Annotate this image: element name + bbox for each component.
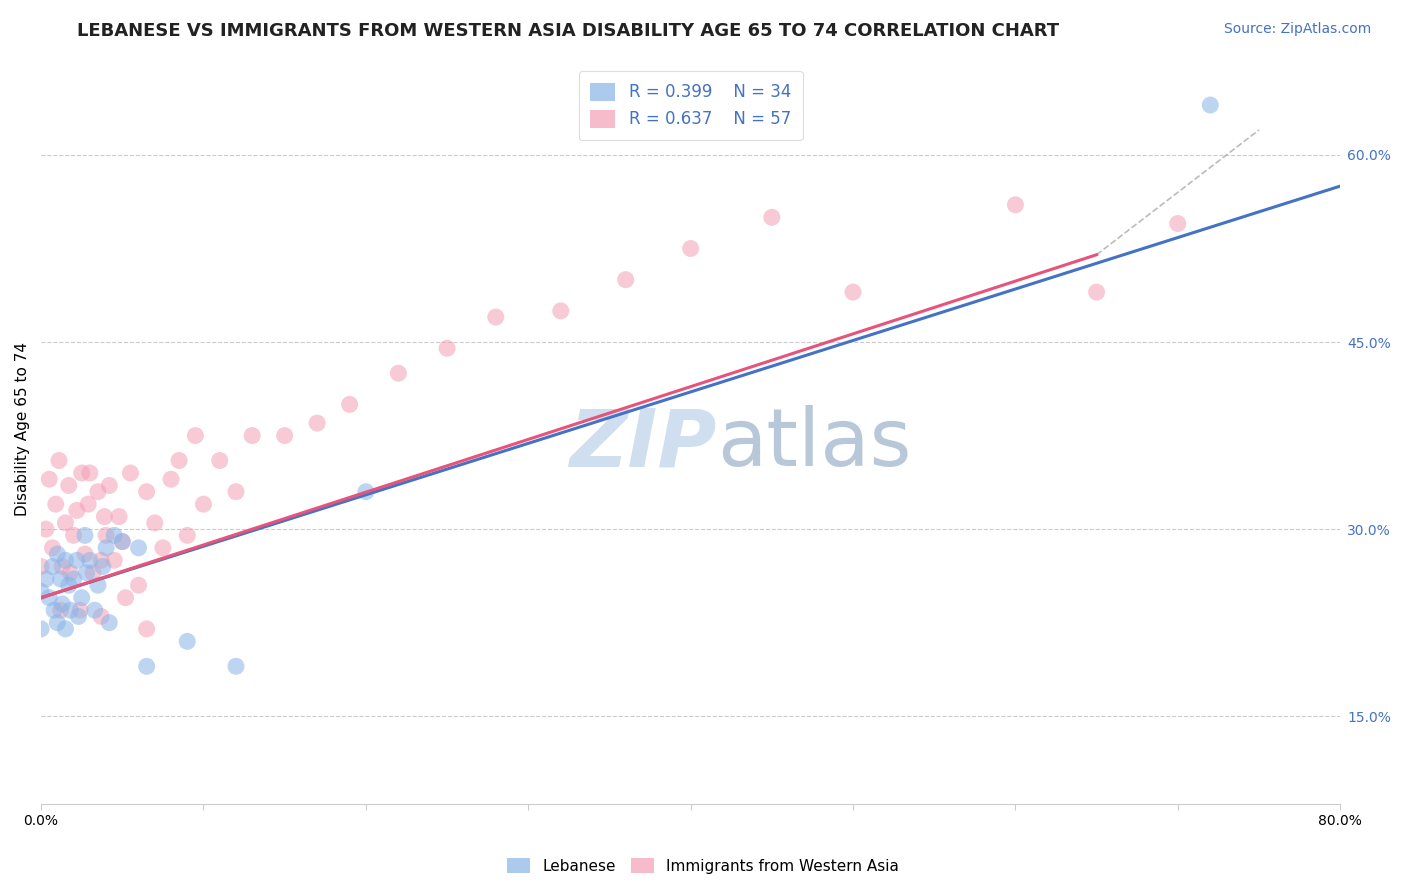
Point xyxy=(135,484,157,499)
Text: ZIP: ZIP xyxy=(569,405,717,483)
Point xyxy=(1004,198,1026,212)
Point xyxy=(55,516,77,530)
Point xyxy=(1085,285,1108,299)
Point xyxy=(38,472,60,486)
Point xyxy=(761,211,783,225)
Point xyxy=(98,615,121,630)
Point xyxy=(79,553,101,567)
Point xyxy=(51,597,73,611)
Legend: R = 0.399    N = 34, R = 0.637    N = 57: R = 0.399 N = 34, R = 0.637 N = 57 xyxy=(579,71,803,140)
Point xyxy=(66,503,89,517)
Point xyxy=(354,484,377,499)
Point xyxy=(55,553,77,567)
Point xyxy=(307,416,329,430)
Point xyxy=(176,634,198,648)
Point xyxy=(225,659,247,673)
Point xyxy=(90,553,112,567)
Point xyxy=(87,484,110,499)
Point xyxy=(614,273,637,287)
Point xyxy=(49,603,72,617)
Point xyxy=(70,591,93,605)
Point xyxy=(62,528,84,542)
Point xyxy=(103,528,125,542)
Point xyxy=(225,484,247,499)
Point xyxy=(114,591,136,605)
Point xyxy=(167,453,190,467)
Point xyxy=(45,497,67,511)
Point xyxy=(58,478,80,492)
Legend: Lebanese, Immigrants from Western Asia: Lebanese, Immigrants from Western Asia xyxy=(501,852,905,880)
Point xyxy=(70,466,93,480)
Point xyxy=(152,541,174,555)
Point xyxy=(160,472,183,486)
Point xyxy=(108,509,131,524)
Point xyxy=(41,559,63,574)
Point xyxy=(387,366,409,380)
Point xyxy=(35,522,58,536)
Point xyxy=(83,603,105,617)
Point xyxy=(94,541,117,555)
Point xyxy=(120,466,142,480)
Point xyxy=(79,466,101,480)
Point xyxy=(59,566,82,580)
Point xyxy=(128,541,150,555)
Point xyxy=(679,242,702,256)
Point xyxy=(66,553,89,567)
Point xyxy=(111,534,134,549)
Point xyxy=(550,303,572,318)
Text: atlas: atlas xyxy=(717,405,911,483)
Point xyxy=(1199,98,1222,112)
Point xyxy=(59,603,82,617)
Point xyxy=(76,566,98,580)
Point xyxy=(98,478,121,492)
Point xyxy=(436,341,458,355)
Text: Source: ZipAtlas.com: Source: ZipAtlas.com xyxy=(1223,22,1371,37)
Point xyxy=(339,397,361,411)
Point xyxy=(93,509,115,524)
Point xyxy=(143,516,166,530)
Point xyxy=(55,622,77,636)
Point xyxy=(90,609,112,624)
Point xyxy=(51,559,73,574)
Point xyxy=(193,497,215,511)
Point xyxy=(42,603,65,617)
Point xyxy=(30,622,52,636)
Point xyxy=(62,572,84,586)
Point xyxy=(176,528,198,542)
Point xyxy=(30,584,52,599)
Point xyxy=(135,659,157,673)
Point xyxy=(111,534,134,549)
Point xyxy=(73,528,96,542)
Point xyxy=(46,615,69,630)
Text: LEBANESE VS IMMIGRANTS FROM WESTERN ASIA DISABILITY AGE 65 TO 74 CORRELATION CHA: LEBANESE VS IMMIGRANTS FROM WESTERN ASIA… xyxy=(77,22,1060,40)
Point xyxy=(48,453,70,467)
Point xyxy=(82,566,104,580)
Point xyxy=(49,572,72,586)
Point xyxy=(91,559,114,574)
Point xyxy=(77,497,100,511)
Point xyxy=(184,428,207,442)
Y-axis label: Disability Age 65 to 74: Disability Age 65 to 74 xyxy=(15,343,30,516)
Point xyxy=(208,453,231,467)
Point xyxy=(240,428,263,442)
Point xyxy=(35,572,58,586)
Point xyxy=(273,428,295,442)
Point xyxy=(103,553,125,567)
Point xyxy=(135,622,157,636)
Point xyxy=(1167,217,1189,231)
Point xyxy=(69,603,91,617)
Point xyxy=(128,578,150,592)
Point xyxy=(73,547,96,561)
Point xyxy=(67,609,90,624)
Point xyxy=(41,541,63,555)
Point xyxy=(87,578,110,592)
Point xyxy=(30,559,52,574)
Point xyxy=(842,285,865,299)
Point xyxy=(485,310,508,324)
Point xyxy=(94,528,117,542)
Point xyxy=(38,591,60,605)
Point xyxy=(46,547,69,561)
Point xyxy=(58,578,80,592)
